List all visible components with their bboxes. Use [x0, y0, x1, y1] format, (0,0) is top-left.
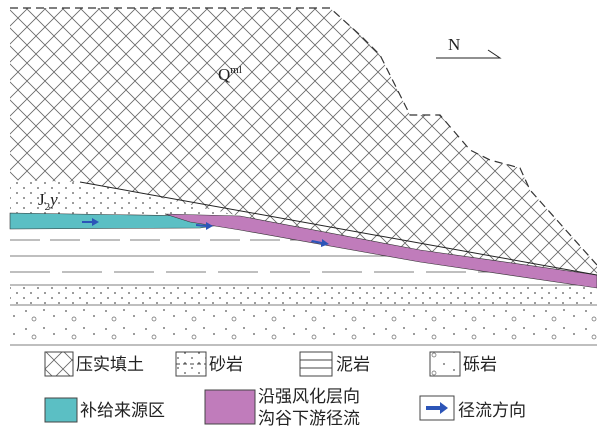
legend-label: 沟谷下游径流	[258, 409, 360, 428]
legend-swatch	[205, 390, 255, 424]
sandstone-lower	[10, 285, 597, 305]
legend-swatch	[45, 398, 77, 422]
north-label: N	[448, 35, 460, 54]
legend-label: 沿强风化层向	[258, 387, 360, 406]
legend-label: 压实填土	[76, 355, 144, 374]
legend-swatch	[45, 352, 73, 376]
legend-label: 泥岩	[336, 355, 370, 374]
conglomerate	[10, 305, 597, 345]
legend-label: 径流方向	[458, 401, 526, 420]
legend-swatch	[300, 352, 332, 376]
legend-label: 砂岩	[209, 355, 243, 374]
legend-label: 补给来源区	[80, 401, 165, 420]
geologic-section: Qml J2y N 压实填土 砂岩 泥岩 砾岩 补给来源区 沿强风化层向 沟谷下…	[0, 0, 597, 434]
legend-label: 砾岩	[463, 355, 497, 374]
legend-swatch	[430, 352, 460, 376]
north-arrow	[436, 50, 500, 58]
